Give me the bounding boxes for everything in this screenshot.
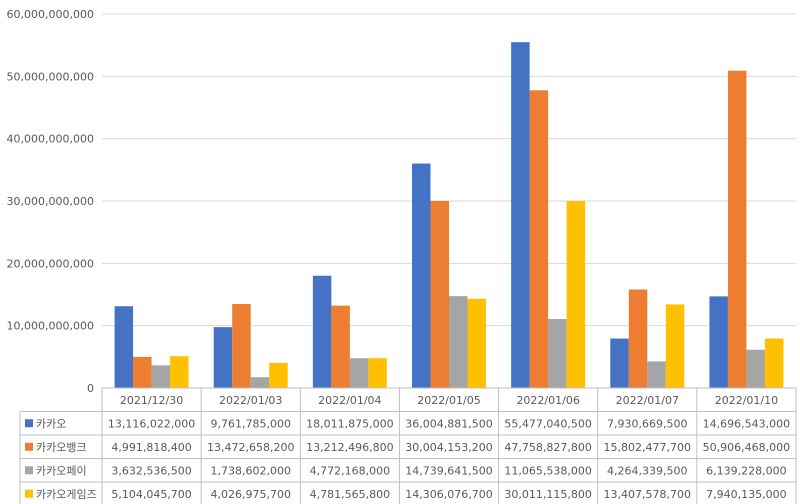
data-label: 9,761,785,000 [210,417,290,430]
bar [412,163,431,388]
data-label: 11,065,538,000 [504,464,591,477]
bar [250,377,270,388]
y-tick-label: 10,000,000,000 [7,320,94,333]
category-label: 2022/01/04 [318,394,381,407]
bar [566,200,586,388]
category-label: 2022/01/05 [417,394,480,407]
bar [312,275,332,388]
data-label: 1,738,602,000 [210,464,290,477]
data-label: 6,139,228,000 [706,464,786,477]
y-tick-label: 20,000,000,000 [7,257,94,270]
legend-label: 카카오뱅크 [36,441,87,454]
category-label: 2022/01/06 [516,394,579,407]
category-label: 2021/12/30 [120,394,183,407]
legend-swatch [25,466,33,475]
bar [368,358,387,388]
y-tick-label: 50,000,000,000 [7,70,94,83]
bar [133,356,152,388]
data-label: 50,906,468,000 [703,441,790,454]
data-label: 18,011,875,000 [306,417,393,430]
data-label: 4,781,565,800 [310,488,390,501]
bar [467,298,486,388]
y-tick-label: 40,000,000,000 [7,133,94,146]
category-label: 2022/01/10 [715,394,778,407]
bar [709,296,728,388]
data-label: 3,632,536,500 [111,464,191,477]
bar [511,42,530,388]
data-table: 2021/12/30 2022/01/03 2022/01/04 2022/01/05… [19,387,797,504]
legend-label: 카카오게임즈 [36,488,97,501]
bar [647,361,666,388]
bar [665,304,685,388]
bar [232,304,251,388]
bar [170,356,189,388]
y-tick-label: 60,000,000,000 [7,8,94,21]
data-label: 4,772,168,000 [310,464,390,477]
data-label: 47,758,827,800 [504,441,591,454]
y-tick-label: 0 [87,382,94,395]
legend-swatch [25,442,33,451]
data-label: 36,004,881,500 [405,417,492,430]
data-label: 7,940,135,000 [706,488,786,501]
bar [529,90,549,388]
data-label: 13,116,022,000 [108,417,195,430]
y-axis-ticks: 0 10,000,000,000 20,000,000,000 30,000,000,… [7,8,94,395]
data-label: 4,264,339,500 [607,464,687,477]
data-label: 14,696,543,000 [703,417,790,430]
bar [269,362,288,388]
data-label: 13,472,658,200 [207,441,294,454]
data-label: 55,477,040,500 [504,417,591,430]
data-label: 13,407,578,700 [604,488,691,501]
data-label: 30,011,115,800 [504,488,591,501]
data-label: 30,004,153,200 [405,441,492,454]
bar [628,289,648,388]
data-label: 4,026,975,700 [210,488,290,501]
bar [764,338,784,388]
bar [727,70,747,388]
category-label: 2022/01/03 [219,394,282,407]
data-label: 5,104,045,700 [111,488,191,501]
category-label: 2022/01/07 [616,394,679,407]
bar [548,319,567,388]
bar [213,327,233,388]
data-label: 4,991,818,400 [111,441,191,454]
legend-label: 카카오 [36,417,66,430]
data-label: 7,930,669,500 [607,417,687,430]
bar [430,200,449,388]
legend-swatch [25,419,33,428]
data-label: 14,306,076,700 [405,488,492,501]
bar [746,349,765,388]
legend-swatch [25,489,33,498]
bars [114,42,784,388]
data-label: 15,802,477,700 [604,441,691,454]
data-label: 13,212,496,800 [306,441,393,454]
bar [449,296,468,388]
data-label: 14,739,641,500 [405,464,492,477]
bar [114,306,134,388]
y-tick-label: 30,000,000,000 [7,195,94,208]
bar [151,365,171,388]
bar [349,358,369,388]
bar [610,338,629,388]
bar [331,305,350,388]
legend-label: 카카오페이 [36,464,87,477]
